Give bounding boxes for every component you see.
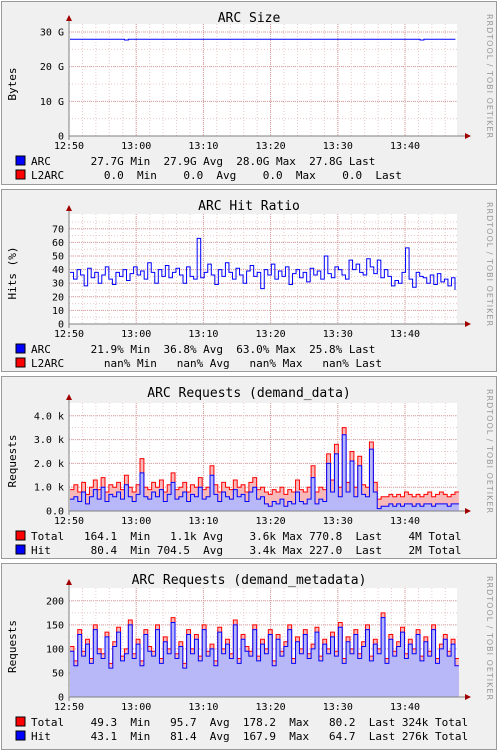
chart-svg: ARC Requests (demand_data) Requests RRDTOO… [6,386,494,557]
x-tick-label: 13:30 [323,702,353,713]
y-tick-label: 20 [52,292,64,303]
x-tick-label: 13:40 [390,702,420,713]
x-tick-label: 13:40 [390,329,420,340]
y-tick-label: 0 [58,693,64,704]
y-tick-label: 0 [58,320,64,331]
y-axis-arrow [66,394,72,400]
plot-area [69,214,457,324]
y-tick-label: 0 [58,132,64,143]
y-tick-label: 60 [52,238,64,249]
x-tick-label: 13:20 [256,702,286,713]
watermark: RRDTOOL / TOBI OETIKER [485,576,494,701]
chart-panel-1: ARC Size Bytes RRDTOOL / TOBI OETIKER 0 10 G… [1,1,497,185]
x-tick-label: 13:10 [188,516,218,527]
x-tick-label: 13:00 [121,329,151,340]
x-tick-label: 13:30 [323,141,353,152]
legend-text-total: Total 164.1 Min 1.1k Avg 3.6k Max 770.8 … [31,530,461,543]
legend-swatch-total [15,716,26,727]
x-tick-label: 13:40 [390,516,420,527]
x-tick-label: 12:50 [54,516,84,527]
y-tick-label: 3.0 k [34,435,64,446]
y-tick-label: 0.0 [46,507,64,518]
y-axis-arrow [66,205,72,211]
y-tick-label: 10 G [40,97,64,108]
legend-swatch-arc [15,155,26,166]
watermark: RRDTOOL / TOBI OETIKER [485,14,494,139]
legend-text-hit: Hit 80.4 Min 704.5 Avg 3.4k Max 227.0 La… [31,544,461,557]
y-tick-label: 20 G [40,62,64,73]
y-tick-label: 50 [52,252,64,263]
x-tick-label: 13:30 [323,329,353,340]
chart-panel-2: ARC Hit Ratio Hits (%) RRDTOOL / TOBI OETI… [1,189,497,372]
x-tick-label: 13:10 [188,141,218,152]
y-axis-arrow [66,579,72,585]
chart-svg: ARC Size Bytes RRDTOOL / TOBI OETIKER 0 10 G… [6,11,494,182]
x-tick-label: 12:50 [54,141,84,152]
watermark: RRDTOOL / TOBI OETIKER [485,202,494,327]
legend-swatch-hit [15,730,26,741]
x-tick-label: 13:30 [323,516,353,527]
x-axis-arrow [465,133,471,139]
x-tick-label: 13:10 [188,329,218,340]
chart-title: ARC Requests (demand_data) [147,386,351,401]
chart-title: ARC Size [218,11,281,26]
x-axis-arrow [465,508,471,514]
y-tick-label: 70 [52,224,64,235]
chart-panel-4: ARC Requests (demand_metadata) Requests RR… [1,563,497,750]
y-tick-label: 10 [52,306,64,317]
y-tick-label: 30 [52,279,64,290]
legend-text-arc: ARC 27.7G Min 27.9G Avg 28.0G Max 27.8G … [31,155,375,168]
watermark: RRDTOOL / TOBI OETIKER [485,389,494,514]
y-tick-label: 50 [52,668,64,679]
series-area-hit [70,617,459,697]
y-axis-arrow [66,15,72,21]
legend-text-hit: Hit 43.1 Min 81.4 Avg 167.9 Max 64.7 Las… [31,730,468,743]
x-tick-label: 13:00 [121,516,151,527]
x-tick-label: 13:20 [256,141,286,152]
y-axis-label: Bytes [6,67,19,100]
legend-text-arc: ARC 21.9% Min 36.8% Avg 63.0% Max 25.8% … [31,343,375,356]
x-tick-label: 12:50 [54,702,84,713]
y-tick-label: 30 G [40,28,64,39]
y-tick-label: 2.0 k [34,459,64,470]
chart-panel-3: ARC Requests (demand_data) Requests RRDTOO… [1,376,497,559]
y-tick-label: 200 [46,596,64,607]
y-axis-label: Requests [6,435,19,488]
x-tick-label: 13:40 [390,141,420,152]
x-axis-arrow [465,694,471,700]
plot-area [69,24,457,136]
y-tick-label: 40 [52,265,64,276]
y-axis-label: Requests [6,620,19,673]
x-tick-label: 13:00 [121,141,151,152]
series-line-arc [70,38,456,41]
legend-swatch-l2arc [15,357,26,368]
x-tick-label: 12:50 [54,329,84,340]
chart-title: ARC Requests (demand_metadata) [132,573,367,588]
legend-swatch-l2arc [15,169,26,180]
series-line-arc [70,237,456,290]
series-line-hit [70,617,459,669]
legend-swatch-arc [15,343,26,354]
x-tick-label: 13:10 [188,702,218,713]
series-line-hit [70,434,459,510]
y-tick-label: 4.0 k [34,411,64,422]
x-axis-arrow [465,321,471,327]
legend-text-total: Total 49.3 Min 95.7 Avg 178.2 Max 80.2 L… [31,716,468,729]
legend-text-l2arc: L2ARC 0.0 Min 0.0 Avg 0.0 Max 0.0 Last [31,169,402,182]
y-axis-label: Hits (%) [6,247,19,300]
legend-swatch-hit [15,544,26,555]
legend-swatch-total [15,530,26,541]
chart-svg: ARC Requests (demand_metadata) Requests RR… [6,573,494,743]
y-tick-label: 100 [46,644,64,655]
x-tick-label: 13:20 [256,329,286,340]
x-tick-label: 13:20 [256,516,286,527]
series-line-total [70,427,459,500]
y-tick-label: 1.0 k [34,483,64,494]
x-tick-label: 13:00 [121,702,151,713]
y-tick-label: 150 [46,620,64,631]
chart-svg: ARC Hit Ratio Hits (%) RRDTOOL / TOBI OETI… [6,199,494,370]
chart-title: ARC Hit Ratio [198,199,300,214]
legend-text-l2arc: L2ARC nan% Min nan% Avg nan% Max nan% La… [31,357,382,370]
